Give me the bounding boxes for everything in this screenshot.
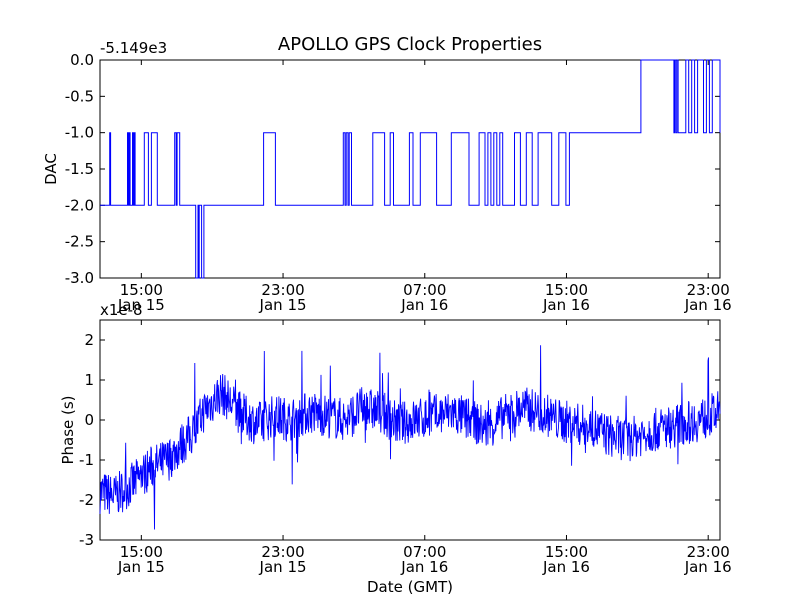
dac-x-tick-date: Jan 16 bbox=[400, 296, 448, 314]
dac-y-tick-label: -1.0 bbox=[65, 124, 94, 142]
phase-y-ticks: 2 1 0 -1 -2 -3 bbox=[79, 331, 720, 549]
dac-x-tick-date: Jan 16 bbox=[684, 296, 732, 314]
phase-x-tick-date: Jan 16 bbox=[400, 558, 448, 576]
dac-panel: -5.149e3 DAC 0.0 -0.5 -1.0 -1.5 -2.0 -2.5 -3.0… bbox=[42, 39, 732, 314]
dac-x-tick-time: 15:00 bbox=[120, 281, 163, 299]
dac-y-tick-label: -0.5 bbox=[65, 87, 94, 105]
phase-y-axis-label: Phase (s) bbox=[59, 395, 77, 464]
dac-x-tick-time: 23:00 bbox=[687, 281, 730, 299]
phase-offset-label: x1e-8 bbox=[100, 301, 143, 319]
phase-y-tick-label: 0 bbox=[84, 411, 94, 429]
dac-y-ticks: 0.0 -0.5 -1.0 -1.5 -2.0 -2.5 -3.0 bbox=[65, 51, 720, 287]
dac-plot-area bbox=[99, 59, 721, 279]
dac-y-axis-label: DAC bbox=[42, 153, 60, 185]
dac-series-line bbox=[100, 59, 721, 279]
phase-x-tick-time: 07:00 bbox=[403, 543, 446, 561]
phase-y-tick-label: -2 bbox=[79, 491, 94, 509]
phase-x-tick-time: 15:00 bbox=[120, 543, 163, 561]
dac-y-tick-label: -2.5 bbox=[65, 233, 94, 251]
dac-x-tick-date: Jan 15 bbox=[259, 296, 307, 314]
dac-y-tick-label: -1.5 bbox=[65, 160, 94, 178]
phase-x-tick-time: 15:00 bbox=[545, 543, 588, 561]
phase-x-tick-date: Jan 16 bbox=[542, 558, 590, 576]
dac-offset-label: -5.149e3 bbox=[100, 39, 167, 57]
dac-y-tick-label: -3.0 bbox=[65, 269, 94, 287]
dac-x-tick-date: Jan 15 bbox=[117, 296, 165, 314]
dac-x-tick-time: 15:00 bbox=[545, 281, 588, 299]
phase-y-tick-label: -1 bbox=[79, 451, 94, 469]
phase-y-tick-label: 1 bbox=[84, 371, 94, 389]
dac-x-tick-time: 07:00 bbox=[403, 281, 446, 299]
phase-x-tick-date: Jan 15 bbox=[117, 558, 165, 576]
dac-y-tick-label: -2.0 bbox=[65, 196, 94, 214]
chart-title: APOLLO GPS Clock Properties bbox=[278, 34, 542, 55]
x-axis-label: Date (GMT) bbox=[367, 578, 453, 596]
phase-series-line bbox=[99, 345, 721, 530]
phase-x-tick-time: 23:00 bbox=[687, 543, 730, 561]
phase-y-tick-label: 2 bbox=[84, 331, 94, 349]
dac-x-tick-time: 23:00 bbox=[261, 281, 304, 299]
dac-x-tick-date: Jan 16 bbox=[542, 296, 590, 314]
phase-x-tick-date: Jan 15 bbox=[259, 558, 307, 576]
phase-y-tick-label: -3 bbox=[79, 531, 94, 549]
dac-y-tick-label: 0.0 bbox=[70, 51, 94, 69]
phase-x-tick-date: Jan 16 bbox=[684, 558, 732, 576]
phase-x-tick-time: 23:00 bbox=[261, 543, 304, 561]
